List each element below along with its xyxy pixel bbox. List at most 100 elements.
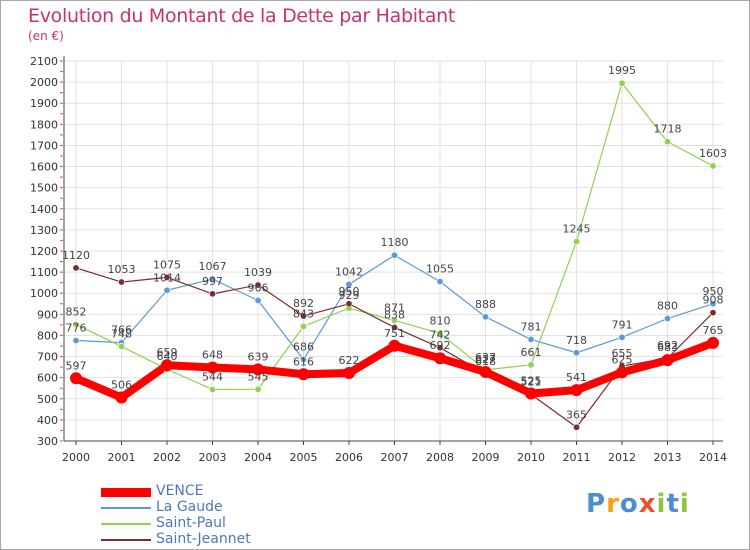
data-point-saint-paul: [663, 138, 671, 146]
data-point-saint-paul: [299, 322, 307, 330]
data-point-vence: [525, 387, 537, 400]
proxiti-logo: Proxiti: [586, 489, 690, 519]
data-point-saint-paul: [254, 385, 262, 393]
data-label-vence: 625: [612, 353, 633, 366]
data-label-la-gaude: 1180: [381, 236, 409, 249]
legend-item-saint-jeannet: Saint-Jeannet: [101, 531, 321, 547]
data-label-la-gaude: 880: [657, 300, 678, 313]
data-label-saint-paul: 843: [293, 307, 314, 320]
data-point-la-gaude: [390, 251, 398, 259]
data-point-vence: [70, 372, 82, 385]
x-tick-label: 2007: [381, 451, 409, 464]
data-point-vence: [252, 363, 264, 376]
x-tick-label: 2011: [563, 451, 591, 464]
y-tick-label: 300: [37, 435, 58, 448]
x-tick-label: 2010: [517, 451, 545, 464]
data-point-saint-jeannet: [572, 423, 580, 431]
unit-label: (en €): [28, 29, 64, 43]
data-label-la-gaude: 686: [293, 341, 314, 354]
data-point-la-gaude: [481, 313, 489, 321]
data-point-la-gaude: [163, 286, 171, 294]
y-tick-label: 600: [37, 372, 58, 385]
data-point-la-gaude: [345, 280, 353, 288]
data-label-saint-paul: 852: [66, 305, 87, 318]
data-point-la-gaude: [72, 337, 80, 345]
data-label-vence: 765: [703, 324, 724, 337]
data-label-saint-jeannet: 655: [612, 347, 633, 360]
data-label-vence: 639: [248, 350, 269, 363]
y-tick-label: 2100: [30, 55, 58, 68]
data-label-saint-paul: 544: [202, 370, 223, 383]
data-label-saint-jeannet: 1075: [153, 258, 181, 271]
data-point-vence: [479, 365, 492, 378]
data-label-saint-jeannet: 997: [202, 275, 223, 288]
data-label-la-gaude: 776: [66, 322, 87, 335]
data-point-vence: [388, 339, 401, 352]
legend-swatch: [101, 523, 151, 525]
legend-label: La Gaude: [156, 499, 223, 515]
data-label-saint-paul: 1245: [563, 223, 591, 236]
data-point-la-gaude: [663, 315, 671, 323]
data-label-saint-jeannet: 365: [566, 408, 587, 421]
data-label-la-gaude: 791: [612, 318, 633, 331]
data-point-saint-jeannet: [209, 290, 217, 298]
y-tick-label: 1300: [30, 224, 58, 237]
data-point-vence: [570, 384, 583, 397]
data-label-saint-paul: 1603: [699, 147, 727, 160]
x-tick-label: 2005: [290, 451, 318, 464]
data-point-saint-paul: [618, 79, 626, 87]
data-point-vence: [434, 352, 446, 365]
data-label-vence: 616: [293, 355, 314, 368]
y-tick-labels: 300 400 500 600 700 800 900 1000 1100 1200 1300 140…: [30, 55, 58, 448]
legend-swatch: [101, 539, 151, 541]
data-label-saint-jeannet: 908: [703, 294, 724, 307]
data-point-vence: [161, 359, 173, 372]
data-label-saint-paul: 748: [111, 327, 132, 340]
data-label-saint-jeannet: 521: [521, 375, 542, 388]
data-point-saint-jeannet: [163, 273, 171, 281]
data-label-vence: 659: [157, 346, 178, 359]
logo-letter: r: [606, 489, 620, 519]
data-label-vence: 683: [657, 341, 678, 354]
x-tick-label: 2009: [472, 451, 500, 464]
data-point-vence: [343, 367, 355, 380]
x-tick-label: 2003: [199, 451, 227, 464]
x-tick-label: 2008: [426, 451, 454, 464]
data-point-saint-jeannet: [390, 323, 398, 331]
x-tick-label: 2004: [244, 451, 272, 464]
data-point-saint-jeannet: [254, 281, 262, 289]
x-tick-labels: 2000 2001 2002 2003 2004 2005 2006 2007 2008 2009…: [62, 451, 727, 464]
data-label-saint-jeannet: 950: [339, 285, 360, 298]
data-label-vence: 506: [111, 379, 132, 392]
data-label-la-gaude: 1042: [335, 265, 363, 278]
data-label-vence: 541: [566, 371, 587, 384]
data-label-vence: 627: [475, 353, 496, 366]
data-label-saint-jeannet: 892: [293, 297, 314, 310]
y-tick-label: 900: [37, 308, 58, 321]
logo-letter: x: [638, 489, 657, 519]
data-label-la-gaude: 950: [703, 285, 724, 298]
data-point-saint-paul: [72, 320, 80, 328]
data-point-saint-paul: [436, 329, 444, 337]
data-label-la-gaude: 966: [248, 281, 269, 294]
legend-item-la-gaude: La Gaude: [101, 499, 321, 515]
data-label-vence: 751: [384, 327, 405, 340]
data-label-vence: 622: [339, 354, 360, 367]
data-label-vence: 525: [521, 375, 542, 388]
data-label-vence: 648: [202, 349, 223, 362]
data-point-vence: [616, 366, 628, 379]
data-point-saint-paul: [209, 385, 217, 393]
data-label-saint-paul: 810: [430, 314, 451, 327]
data-label-la-gaude: 1055: [426, 263, 454, 276]
y-tick-label: 1700: [30, 139, 58, 152]
data-point-la-gaude: [618, 333, 626, 341]
data-point-la-gaude: [436, 278, 444, 286]
grid: [64, 60, 723, 442]
x-tick-label: 2012: [608, 451, 636, 464]
data-point-la-gaude: [209, 275, 217, 283]
data-label-saint-jeannet: 1120: [62, 249, 90, 262]
axes: [60, 56, 723, 445]
data-point-saint-paul: [527, 361, 535, 369]
